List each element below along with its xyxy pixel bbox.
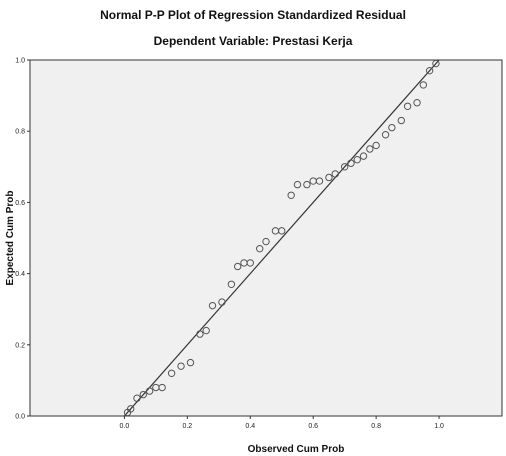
data-point bbox=[331, 170, 339, 178]
data-point bbox=[293, 180, 302, 189]
data-point bbox=[397, 116, 406, 125]
data-point bbox=[325, 173, 333, 182]
data-point bbox=[208, 301, 217, 310]
x-tick-label: 0.0 bbox=[120, 423, 130, 430]
data-point bbox=[256, 244, 264, 253]
data-point bbox=[227, 280, 236, 288]
data-point bbox=[403, 102, 412, 110]
data-point bbox=[233, 262, 242, 271]
data-point bbox=[133, 394, 141, 402]
data-point bbox=[262, 237, 270, 246]
reference-line bbox=[123, 59, 440, 417]
x-tick-label: 0.2 bbox=[182, 423, 192, 430]
y-tick-label: 0.4 bbox=[15, 271, 25, 278]
data-point bbox=[366, 145, 374, 153]
data-point bbox=[126, 405, 135, 413]
data-point bbox=[315, 177, 324, 185]
data-point bbox=[177, 362, 185, 370]
x-tick-label: 0.4 bbox=[245, 423, 255, 430]
data-point bbox=[196, 330, 204, 338]
data-point bbox=[359, 152, 368, 160]
data-point bbox=[202, 326, 210, 335]
data-point bbox=[278, 227, 286, 235]
y-tick-label: 0.2 bbox=[15, 342, 25, 349]
chart-subtitle: Dependent Variable: Prestasi Kerja bbox=[153, 34, 353, 48]
data-point bbox=[419, 81, 428, 89]
chart-title: Normal P-P Plot of Regression Standardiz… bbox=[100, 8, 406, 22]
data-point bbox=[381, 131, 390, 139]
data-point bbox=[413, 99, 421, 107]
data-point bbox=[218, 298, 226, 306]
y-tick-label: 1.0 bbox=[15, 58, 25, 65]
data-point bbox=[353, 155, 361, 164]
data-point bbox=[388, 123, 396, 132]
y-tick-label: 0.0 bbox=[15, 414, 25, 421]
data-point bbox=[425, 66, 434, 75]
data-point bbox=[340, 163, 349, 171]
data-point bbox=[372, 141, 380, 150]
data-point bbox=[145, 387, 154, 395]
data-point bbox=[287, 191, 295, 199]
data-point bbox=[303, 180, 311, 189]
x-tick-label: 1.0 bbox=[434, 423, 444, 430]
x-axis-label: Observed Cum Prob bbox=[248, 444, 345, 455]
data-point bbox=[186, 358, 195, 367]
data-point bbox=[347, 159, 355, 167]
data-point bbox=[246, 259, 254, 267]
data-point bbox=[139, 390, 147, 399]
data-point bbox=[158, 383, 166, 392]
x-tick-label: 0.8 bbox=[371, 423, 381, 430]
data-point bbox=[167, 369, 176, 377]
y-axis-label: Expected Cum Prob bbox=[5, 190, 16, 285]
x-tick-label: 0.6 bbox=[308, 423, 318, 430]
data-point bbox=[432, 59, 440, 68]
y-tick-label: 0.6 bbox=[15, 200, 25, 207]
y-tick-label: 0.8 bbox=[15, 129, 25, 136]
